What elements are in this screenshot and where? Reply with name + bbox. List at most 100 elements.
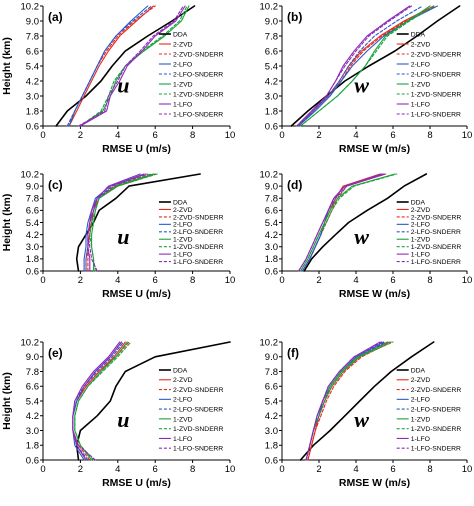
y-tick-label: 6.6 [265, 46, 278, 57]
x-tick-label: 10 [225, 130, 236, 141]
legend-label: 2-ZVD [173, 377, 193, 384]
y-tick-label: 7.8 [26, 31, 39, 42]
variable-label: u [117, 224, 129, 249]
legend-label: 2-ZVD [411, 377, 431, 384]
x-tick-label: 10 [462, 275, 473, 286]
legend-label: 1-LFO [173, 101, 192, 108]
legend-label: 1-ZVD-SNDERR [173, 244, 224, 251]
variable-label: w [354, 224, 369, 249]
x-axis-label: RMSE U (m/s) [102, 288, 171, 300]
series-line-dda [303, 173, 428, 272]
legend-label: 1-ZVD [411, 81, 431, 88]
y-tick-label: 0.6 [26, 121, 39, 132]
variable-label: u [117, 407, 129, 432]
y-tick-label: 4.2 [265, 76, 278, 87]
legend-label: 1-LFO-SNDERR [173, 259, 223, 266]
panel-label: (b) [287, 10, 302, 24]
y-tick-label: 10.2 [21, 1, 40, 12]
x-tick-label: 2 [78, 275, 83, 286]
legend-label: 2-ZVD [173, 207, 193, 214]
series-line-dda [290, 5, 461, 127]
variable-label: w [354, 72, 369, 97]
legend-label: 2-LFO [411, 397, 430, 404]
x-tick-label: 8 [427, 130, 432, 141]
y-tick-label: 1.8 [26, 254, 39, 265]
y-tick-label: 4.2 [26, 230, 39, 241]
legend: DDA2-ZVD2-ZVD-SNDERR2-LFO2-LFO-SNDERR1-Z… [396, 199, 461, 266]
legend-label: 2-LFO [173, 397, 192, 404]
legend-label: 1-ZVD-SNDERR [173, 91, 224, 98]
legend-label: 2-LFO-SNDERR [173, 71, 223, 78]
x-tick-label: 4 [353, 275, 358, 286]
series-line-1-lfo-snderr [77, 5, 184, 127]
legend-label: 1-LFO-SNDERR [411, 446, 461, 453]
chart-panel-f: 0.6 1.8 3.0 4.2 5.4 6.6 7.8 9.0 10.2 0 2 4 6 8 10 RMSE … [260, 337, 473, 489]
y-tick-label: 6.6 [26, 206, 39, 217]
panel-label: (e) [48, 346, 63, 360]
y-tick-label: 0.6 [265, 455, 278, 466]
legend-label: 1-ZVD-SNDERR [411, 91, 462, 98]
legend-label: DDA [173, 31, 188, 38]
series-line-dda [299, 341, 435, 461]
y-tick-label: 7.8 [26, 367, 39, 378]
legend-label: 1-ZVD-SNDERR [173, 426, 224, 433]
y-tick-label: 9.0 [26, 352, 39, 363]
series-line-1-zvd-snderr [299, 173, 398, 272]
y-tick-label: 4.2 [265, 411, 278, 422]
series-line-1-zvd-snderr [299, 5, 435, 127]
series-line-1-zvd-snderr [89, 173, 158, 272]
x-tick-label: 0 [279, 130, 284, 141]
series-line-1-zvd-snderr [74, 341, 132, 461]
y-tick-label: 3.0 [265, 426, 278, 437]
legend-label: 1-LFO-SNDERR [173, 111, 223, 118]
y-tick-label: 7.8 [26, 194, 39, 205]
legend-label: 1-ZVD [173, 416, 193, 423]
x-tick-label: 10 [225, 275, 236, 286]
y-tick-label: 9.0 [265, 16, 278, 27]
legend: DDA2-ZVD2-ZVD-SNDERR2-LFO2-LFO-SNDERR1-Z… [158, 31, 224, 118]
legend: DDA2-ZVD2-ZVD-SNDERR2-LFO2-LFO-SNDERR1-Z… [396, 31, 462, 118]
y-tick-label: 10.2 [260, 1, 279, 12]
series-line-1-lfo-snderr [298, 173, 387, 272]
y-tick-label: 5.4 [265, 61, 278, 72]
legend-label: 2-LFO-SNDERR [411, 229, 461, 236]
y-tick-label: 4.2 [26, 411, 39, 422]
x-tick-label: 0 [40, 275, 45, 286]
panel-label: (f) [287, 346, 299, 360]
y-tick-label: 0.6 [265, 121, 278, 132]
panel-label: (a) [48, 10, 63, 24]
y-tick-label: 1.8 [26, 441, 39, 452]
y-tick-label: 5.4 [26, 396, 39, 407]
legend-label: 1-LFO-SNDERR [411, 259, 461, 266]
y-tick-label: 9.0 [265, 181, 278, 192]
legend-label: 2-ZVD-SNDERR [411, 387, 462, 394]
x-tick-label: 0 [40, 130, 45, 141]
series-line-1-lfo-snderr [87, 173, 147, 272]
legend-label: 1-LFO [411, 101, 430, 108]
y-tick-label: 3.0 [26, 91, 39, 102]
legend-label: 1-LFO [411, 252, 430, 259]
legend-label: 2-ZVD [411, 207, 431, 214]
x-tick-label: 2 [78, 130, 83, 141]
series-line-dda [75, 341, 231, 461]
series-line-2-lfo-snderr [66, 5, 153, 127]
y-tick-label: 6.6 [265, 382, 278, 393]
x-tick-label: 6 [153, 275, 158, 286]
series-line-1-lfo-snderr [305, 341, 383, 461]
x-tick-label: 4 [115, 130, 120, 141]
y-tick-label: 0.6 [26, 455, 39, 466]
x-tick-label: 6 [153, 464, 158, 475]
legend-label: 1-LFO-SNDERR [173, 446, 223, 453]
legend-label: 2-ZVD [173, 41, 193, 48]
x-axis-label: RMSE U (m/s) [102, 143, 171, 155]
x-tick-label: 10 [462, 464, 473, 475]
y-tick-label: 1.8 [265, 254, 278, 265]
legend: DDA2-ZVD2-ZVD-SNDERR2-LFO2-LFO-SNDERR1-Z… [158, 367, 224, 453]
y-tick-label: 9.0 [26, 181, 39, 192]
series-line-2-lfo [68, 5, 149, 127]
x-tick-label: 4 [115, 275, 120, 286]
y-tick-label: 5.4 [26, 61, 39, 72]
y-tick-label: 0.6 [26, 266, 39, 277]
series-line-dda [55, 5, 196, 127]
x-tick-label: 8 [427, 464, 432, 475]
